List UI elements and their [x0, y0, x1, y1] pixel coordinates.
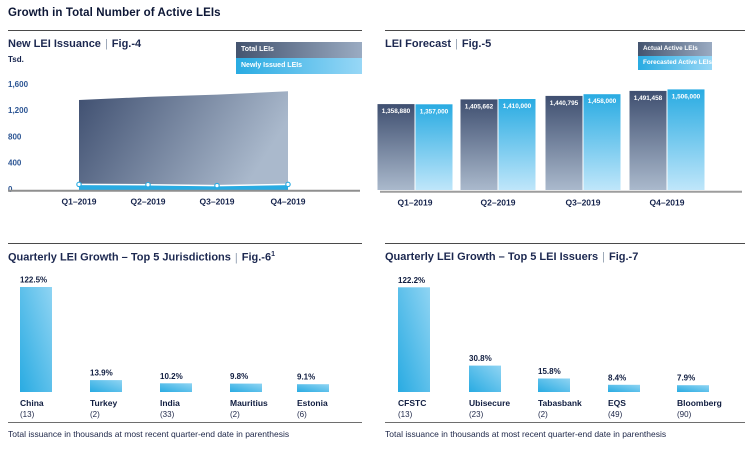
- fig5-section: LEI Forecast | Fig.-5 Actual Active LEIs F…: [377, 30, 745, 244]
- fig5-title-text: LEI Forecast: [385, 38, 452, 50]
- svg-text:(13): (13): [20, 410, 35, 419]
- svg-text:30.8%: 30.8%: [469, 354, 492, 363]
- svg-text:Mauritius: Mauritius: [230, 398, 268, 408]
- svg-text:122.5%: 122.5%: [20, 276, 47, 285]
- fig6-fig-label: Fig.-6: [241, 251, 272, 264]
- svg-text:(2): (2): [538, 410, 548, 419]
- fig6-section: Quarterly LEI Growth – Top 5 Jurisdictio…: [8, 243, 362, 464]
- svg-text:China: China: [20, 398, 44, 408]
- fig7-fig-label: Fig.-7: [608, 251, 639, 263]
- fig6-canvas: 122.5% China (13) 13.9% Turkey (2) 10.2% India (…: [20, 276, 329, 419]
- charts-grid: New LEI Issuance | Fig.-4 Total LEIs Newly…: [8, 30, 745, 464]
- fig7-footnote: Total issuance in thousands at most rece…: [385, 429, 667, 439]
- svg-text:1,491,458: 1,491,458: [634, 95, 663, 102]
- fig4-title: New LEI Issuance | Fig.-4: [8, 38, 141, 50]
- svg-text:15.8%: 15.8%: [538, 367, 561, 376]
- svg-text:(33): (33): [160, 410, 175, 419]
- title-separator: |: [602, 251, 605, 263]
- svg-text:India: India: [160, 398, 180, 408]
- fig5-canvas: 1,358,880 1,357,000 1,405,662 1,410,000 1,44…: [377, 89, 742, 208]
- svg-text:Turkey: Turkey: [90, 398, 118, 408]
- legend-newly-issued-leis: Newly Issued LEIs: [236, 58, 362, 74]
- svg-text:(2): (2): [90, 410, 100, 419]
- fig6-title: Quarterly LEI Growth – Top 5 Jurisdictio…: [8, 251, 275, 264]
- svg-text:1,506,000: 1,506,000: [672, 93, 701, 100]
- legend-total-leis: Total LEIs: [236, 42, 362, 58]
- svg-text:1,405,662: 1,405,662: [465, 103, 494, 110]
- fig4-legend: Total LEIs Newly Issued LEIs: [236, 42, 362, 74]
- fig4-section: New LEI Issuance | Fig.-4 Total LEIs Newly…: [8, 30, 362, 244]
- fig6-footnote: Total issuance in thousands at most rece…: [8, 429, 290, 439]
- fig4-plot: 0 400 800 1,200 1,600 Q1–2019 Q2–2019 Q3–2019 Q4…: [8, 77, 362, 226]
- svg-text:8.4%: 8.4%: [608, 373, 626, 382]
- svg-text:1,410,000: 1,410,000: [503, 103, 532, 110]
- svg-text:13.9%: 13.9%: [90, 369, 113, 378]
- svg-text:Q3–2019: Q3–2019: [566, 198, 601, 208]
- svg-text:0: 0: [8, 185, 13, 194]
- svg-text:(90): (90): [677, 410, 692, 419]
- svg-text:(13): (13): [398, 410, 413, 419]
- fig4-fig-label: Fig.-4: [111, 38, 142, 50]
- svg-text:1,200: 1,200: [8, 106, 29, 115]
- svg-text:Q1–2019: Q1–2019: [398, 198, 433, 208]
- fig5-legend: Actual Active LEIs Forecasted Active LEI…: [638, 42, 712, 70]
- fig5-title: LEI Forecast | Fig.-5: [385, 38, 491, 50]
- svg-text:Q4–2019: Q4–2019: [650, 198, 685, 208]
- svg-text:122.2%: 122.2%: [398, 276, 425, 285]
- fig5-fig-label: Fig.-5: [461, 38, 492, 50]
- svg-text:9.8%: 9.8%: [230, 372, 248, 381]
- fig6-bottom-rule: [8, 422, 362, 423]
- svg-text:1,458,000: 1,458,000: [588, 98, 617, 105]
- fig4-canvas: 0 400 800 1,200 1,600 Q1–2019 Q2–2019 Q3–2019 Q4…: [8, 80, 360, 207]
- svg-text:Tabasbank: Tabasbank: [538, 398, 582, 408]
- svg-text:10.2%: 10.2%: [160, 372, 183, 381]
- svg-text:(6): (6): [297, 410, 307, 419]
- fig6-footnote-marker: 1: [271, 251, 275, 258]
- svg-text:(2): (2): [230, 410, 240, 419]
- fig7-title: Quarterly LEI Growth – Top 5 LEI Issuers…: [385, 251, 638, 263]
- svg-text:Q2–2019: Q2–2019: [481, 198, 516, 208]
- svg-text:Q3–2019: Q3–2019: [200, 197, 235, 207]
- fig7-section: Quarterly LEI Growth – Top 5 LEI Issuers…: [385, 243, 745, 464]
- svg-text:CFSTC: CFSTC: [398, 398, 426, 408]
- fig5-plot: 1,358,880 1,357,000 1,405,662 1,410,000 1,44…: [377, 77, 749, 226]
- legend-forecasted-active-leis: Forecasted Active LEIs: [638, 56, 712, 70]
- svg-text:(23): (23): [469, 410, 484, 419]
- svg-text:Estonia: Estonia: [297, 398, 328, 408]
- fig4-title-text: New LEI Issuance: [8, 38, 101, 50]
- svg-text:800: 800: [8, 132, 22, 141]
- svg-text:1,357,000: 1,357,000: [420, 108, 449, 115]
- fig6-plot: 122.5% China (13) 13.9% Turkey (2) 10.2% India (…: [8, 270, 362, 427]
- page-title: Growth in Total Number of Active LEIs: [8, 7, 221, 19]
- title-separator: |: [104, 38, 108, 50]
- svg-text:1,600: 1,600: [8, 80, 29, 89]
- svg-text:Q4–2019: Q4–2019: [271, 197, 306, 207]
- fig6-title-text: Quarterly LEI Growth – Top 5 Jurisdictio…: [8, 251, 231, 264]
- fig7-title-text: Quarterly LEI Growth – Top 5 LEI Issuers: [385, 251, 599, 263]
- title-separator: |: [234, 251, 238, 264]
- fig4-y-unit: Tsd.: [8, 55, 24, 64]
- svg-text:Bloomberg: Bloomberg: [677, 398, 722, 408]
- svg-text:1,440,795: 1,440,795: [550, 100, 579, 107]
- svg-text:(49): (49): [608, 410, 623, 419]
- svg-text:Ubisecure: Ubisecure: [469, 398, 510, 408]
- svg-text:7.9%: 7.9%: [677, 374, 695, 383]
- fig7-bottom-rule: [385, 422, 745, 423]
- svg-text:Q1–2019: Q1–2019: [62, 197, 97, 207]
- svg-text:EQS: EQS: [608, 398, 626, 408]
- svg-text:400: 400: [8, 159, 22, 168]
- svg-text:9.1%: 9.1%: [297, 373, 315, 382]
- svg-text:Q2–2019: Q2–2019: [131, 197, 166, 207]
- fig7-canvas: 122.2% CFSTC (13) 30.8% Ubisecure (23) 15.8% Ta…: [398, 276, 722, 419]
- fig7-plot: 122.2% CFSTC (13) 30.8% Ubisecure (23) 15.8% Ta…: [385, 270, 739, 427]
- legend-actual-active-leis: Actual Active LEIs: [638, 42, 712, 56]
- title-separator: |: [455, 38, 458, 50]
- svg-text:1,358,880: 1,358,880: [382, 108, 411, 115]
